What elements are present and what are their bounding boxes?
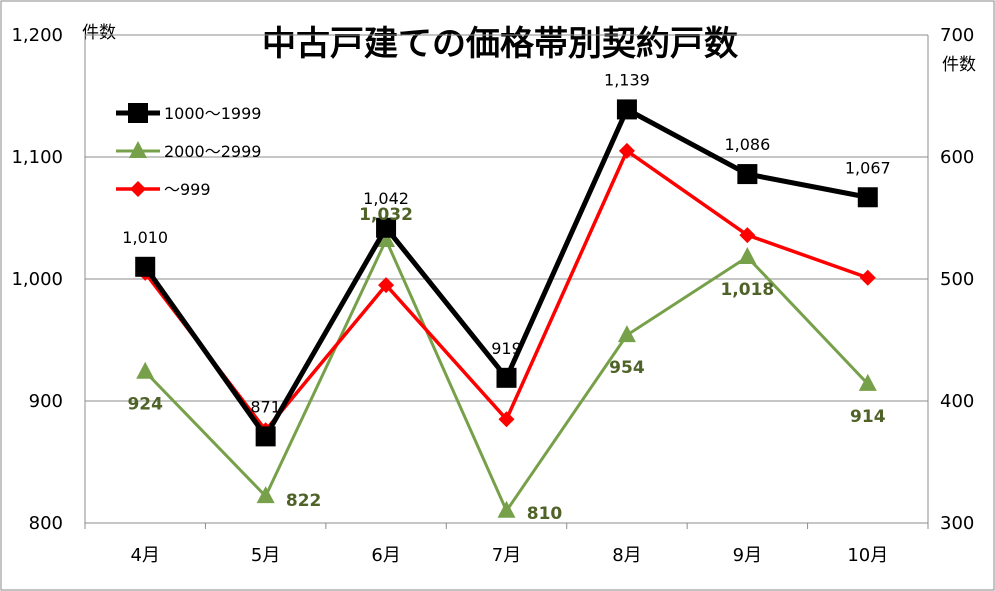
right-tick-label: 700 [940, 25, 974, 46]
series-lines [135, 99, 878, 518]
data-label: 924 [127, 395, 163, 415]
left-axis-unit-label: 件数 [82, 23, 116, 43]
left-tick-label: 800 [29, 513, 63, 534]
series-group [135, 99, 878, 447]
data-label: 1,139 [604, 70, 650, 89]
legend-label: 2000～2999 [164, 142, 261, 161]
data-point-marker [377, 229, 396, 247]
legend-marker [130, 181, 146, 197]
legend-marker [129, 141, 147, 158]
data-point-marker [255, 426, 276, 447]
category-label: 10月 [847, 545, 888, 566]
category-label: 9月 [733, 545, 762, 566]
data-point-marker [378, 277, 395, 294]
data-labels: 1,010 871 1,042 919 1,139 1,086 1,067 924 822 1,0… [122, 70, 890, 523]
data-point-marker [737, 164, 758, 185]
data-point-marker [498, 411, 515, 428]
right-axis-unit-label: 件数 [942, 55, 976, 75]
data-label: 871 [250, 397, 281, 416]
legend-item: 1000～1999 [116, 103, 261, 123]
right-tick-label: 400 [940, 391, 974, 412]
data-point-marker [618, 142, 635, 159]
data-point-marker [256, 486, 275, 504]
right-tick-label: 300 [940, 513, 974, 534]
data-label: 1,042 [363, 189, 409, 208]
data-point-marker [135, 256, 156, 277]
data-point-marker [376, 217, 397, 238]
category-label: 5月 [251, 545, 280, 566]
left-tick-label: 1,100 [11, 147, 63, 168]
axes: 800 900 1,000 1,100 1,200 300 400 500 600 700 4月 5月… [11, 25, 974, 566]
category-label: 6月 [371, 545, 400, 566]
data-point-marker [739, 227, 756, 244]
left-tick-label: 1,200 [11, 25, 63, 46]
data-point-marker [496, 367, 517, 388]
legend-label: ～999 [164, 180, 211, 199]
legend-label: 1000～1999 [164, 104, 261, 123]
data-label: 914 [850, 407, 886, 427]
left-tick-label: 900 [29, 391, 63, 412]
category-label: 8月 [612, 545, 641, 566]
data-point-marker [617, 325, 636, 343]
data-label: 1,018 [720, 280, 774, 300]
right-tick-label: 600 [940, 147, 974, 168]
data-point-marker [857, 187, 878, 208]
series-group [136, 229, 877, 518]
data-label: 1,086 [724, 135, 770, 154]
legend-item: 2000～2999 [116, 141, 261, 161]
data-label: 954 [609, 358, 645, 378]
data-label: 1,067 [845, 158, 891, 177]
chart-title: 中古戸建ての価格帯別契約戸数 [262, 24, 738, 64]
data-point-marker [497, 500, 516, 518]
data-label: 1,032 [359, 205, 413, 225]
legend: 1000～1999 2000～2999 ～999 [116, 103, 261, 199]
category-label: 7月 [492, 545, 521, 566]
data-label: 810 [527, 504, 563, 524]
legend-item: ～999 [116, 180, 211, 199]
data-label: 1,010 [122, 228, 168, 247]
data-point-marker [858, 373, 877, 391]
data-label: 822 [286, 491, 322, 511]
data-point-marker [859, 269, 876, 286]
data-point-marker [616, 99, 637, 120]
category-label: 4月 [130, 545, 159, 566]
right-tick-label: 500 [940, 269, 974, 290]
left-tick-label: 1,000 [11, 269, 63, 290]
data-label: 919 [491, 339, 522, 358]
data-point-marker [136, 361, 155, 379]
gridlines [85, 34, 928, 524]
legend-marker [128, 103, 148, 123]
data-point-marker [738, 247, 757, 265]
